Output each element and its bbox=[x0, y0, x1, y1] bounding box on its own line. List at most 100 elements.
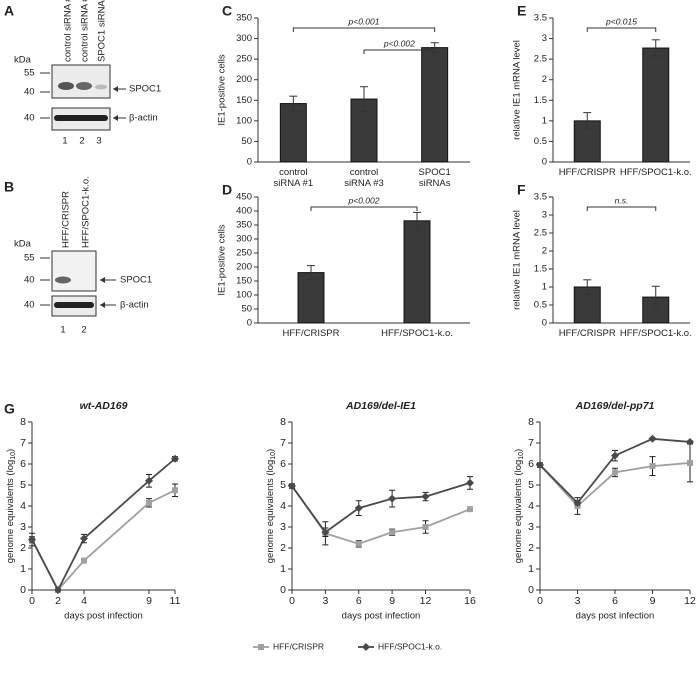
error-bar bbox=[583, 112, 592, 130]
bar bbox=[403, 220, 431, 324]
y-tick-label: 0 bbox=[280, 584, 286, 596]
y-tick-label: 50 bbox=[241, 136, 252, 147]
significance-label: p<0.015 bbox=[605, 16, 637, 26]
point bbox=[80, 534, 88, 543]
y-tick-label: 1.5 bbox=[534, 264, 547, 275]
target: β-actin bbox=[120, 300, 149, 311]
x-tick-line: siRNA #3 bbox=[344, 178, 384, 189]
x-tick-label: HFF/SPOC1-k.o. bbox=[381, 328, 453, 339]
point bbox=[467, 506, 473, 513]
lane-number: 2 bbox=[81, 325, 86, 336]
y-tick-label: 1 bbox=[542, 282, 547, 293]
blot bbox=[51, 64, 111, 99]
point bbox=[355, 540, 362, 547]
y-tick-label: 7 bbox=[20, 437, 26, 449]
error-bar bbox=[651, 39, 660, 57]
lane-label: control siRNA #1 bbox=[63, 0, 74, 62]
y-tick-label: 150 bbox=[236, 95, 252, 106]
significance-label: p<0.001 bbox=[348, 16, 380, 26]
y-axis-label: genome equivalents (log10) bbox=[5, 449, 17, 563]
subscript: 10 bbox=[10, 452, 17, 460]
marker: 40 bbox=[24, 87, 35, 98]
point bbox=[648, 434, 657, 443]
marker: 55 bbox=[24, 253, 35, 264]
x-axis-label: days post infection bbox=[64, 611, 143, 622]
y-tick-label: 0.5 bbox=[534, 136, 547, 147]
y-tick-label: 8 bbox=[280, 416, 286, 428]
y-tick-label: 250 bbox=[236, 248, 252, 259]
error-bar bbox=[289, 95, 298, 112]
series-line bbox=[291, 482, 471, 534]
panel-letter: F bbox=[517, 182, 526, 198]
significance-bracket bbox=[363, 49, 436, 54]
lane-number: 1 bbox=[62, 136, 67, 147]
panel-letter: B bbox=[4, 179, 14, 195]
x-tick-label: 0 bbox=[537, 595, 543, 607]
legend-label: HFF/CRISPR bbox=[273, 641, 324, 651]
point bbox=[536, 461, 544, 470]
y-tick-label: 350 bbox=[236, 13, 252, 24]
arrow-head bbox=[100, 302, 105, 308]
bar bbox=[642, 47, 670, 163]
x-tick-label: 11 bbox=[170, 595, 181, 607]
point bbox=[54, 586, 62, 594]
x-tick-label: 12 bbox=[420, 595, 432, 607]
x-tick-label: 16 bbox=[464, 595, 476, 607]
x-tick-label: HFF/SPOC1-k.o. bbox=[620, 328, 692, 339]
y-tick-label: 0 bbox=[20, 584, 26, 596]
y-tick-label: 100 bbox=[236, 290, 252, 301]
y-tick-label: 300 bbox=[236, 234, 252, 245]
x-tick-line: HFF/SPOC1-k.o. bbox=[620, 167, 692, 178]
lane-label: SPOC1 siRNAs bbox=[97, 0, 108, 62]
y-tick-label: 50 bbox=[241, 304, 252, 315]
significance-label: p<0.002 bbox=[348, 195, 380, 205]
x-tick-label: control siRNA #1 bbox=[274, 167, 314, 189]
lane-number: 1 bbox=[60, 325, 65, 336]
y-tick-label: 2 bbox=[542, 74, 547, 85]
lane-label: control siRNA #3 bbox=[80, 0, 91, 62]
x-tick-label: 0 bbox=[29, 595, 35, 607]
lane-number: 2 bbox=[79, 136, 84, 147]
y-tick-label: 5 bbox=[280, 479, 286, 491]
y-axis-label: relative IE1 mRNA level bbox=[512, 210, 523, 310]
bar bbox=[297, 272, 325, 324]
legend-label: HFF/SPOC1-k.o. bbox=[378, 641, 442, 651]
point bbox=[686, 437, 694, 446]
point bbox=[612, 469, 618, 476]
y-tick-label: 1 bbox=[280, 563, 286, 575]
label-part: ) bbox=[5, 449, 16, 452]
chart-title: wt-AD169 bbox=[80, 400, 128, 412]
panel-letter: D bbox=[222, 182, 232, 198]
y-tick-label: 200 bbox=[236, 74, 252, 85]
point bbox=[649, 463, 656, 470]
lane-label: HFF/SPOC1-k.o. bbox=[81, 176, 92, 248]
series-line bbox=[291, 485, 471, 545]
significance-bracket bbox=[586, 27, 657, 32]
label-part: genome equivalents (log bbox=[513, 460, 524, 564]
x-tick-label: HFF/CRISPR bbox=[559, 167, 616, 178]
y-tick-label: 4 bbox=[280, 500, 286, 512]
y-tick-label: 2.5 bbox=[534, 228, 547, 239]
x-tick-label: 2 bbox=[55, 595, 61, 607]
x-tick-line: control bbox=[279, 167, 308, 178]
y-tick-label: 300 bbox=[236, 33, 252, 44]
y-tick-label: 4 bbox=[528, 500, 534, 512]
subscript: 10 bbox=[518, 452, 525, 460]
significance-label: n.s. bbox=[615, 195, 629, 205]
series-line bbox=[31, 489, 176, 592]
panel-letter: A bbox=[4, 3, 14, 19]
error-bar bbox=[583, 279, 592, 295]
x-tick-label: 0 bbox=[289, 595, 295, 607]
y-axis-label: IE1-positive cells bbox=[217, 224, 228, 296]
band bbox=[58, 82, 74, 90]
blot-b: B HFF/CRISPR HFF/SPOC1-k.o. kDa 55 40 40… bbox=[4, 176, 152, 335]
bar bbox=[421, 47, 449, 163]
y-axis-label: relative IE1 mRNA level bbox=[512, 40, 523, 140]
point bbox=[145, 476, 153, 485]
point bbox=[321, 528, 330, 537]
y-tick-label: 350 bbox=[236, 220, 252, 231]
x-tick-line: siRNA #1 bbox=[274, 178, 314, 189]
error-bar bbox=[360, 86, 368, 112]
y-tick-label: 200 bbox=[236, 262, 252, 273]
point bbox=[611, 451, 619, 460]
